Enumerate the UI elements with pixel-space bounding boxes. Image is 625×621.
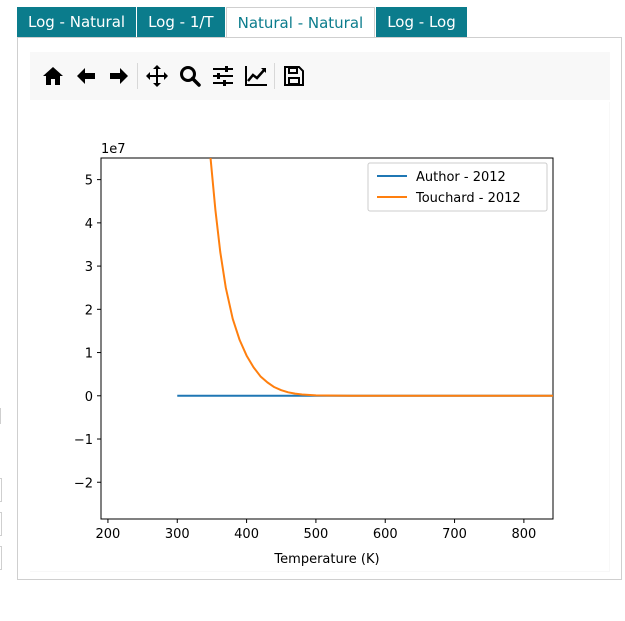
legend-label: Touchard - 2012 bbox=[415, 191, 521, 206]
tab-bar: Log - Natural Log - 1/T Natural - Natura… bbox=[17, 7, 468, 39]
legend-box bbox=[367, 162, 548, 212]
forward-button[interactable] bbox=[102, 58, 135, 94]
y-tick-label: 3 bbox=[85, 260, 93, 275]
back-button[interactable] bbox=[69, 58, 102, 94]
x-tick-label: 700 bbox=[442, 527, 467, 542]
configure-subplots-button[interactable] bbox=[206, 58, 239, 94]
forward-icon bbox=[109, 68, 128, 84]
save-icon bbox=[283, 66, 304, 86]
tab-natural-natural[interactable]: Natural - Natural bbox=[225, 7, 376, 39]
y-tick-label: 2 bbox=[85, 303, 93, 318]
left-edge-control[interactable] bbox=[0, 546, 2, 570]
x-tick-label: 300 bbox=[165, 527, 190, 542]
tab-log-natural[interactable]: Log - Natural bbox=[17, 7, 137, 38]
left-edge-control[interactable] bbox=[0, 478, 2, 502]
x-tick-label: 600 bbox=[373, 527, 398, 542]
x-tick-label: 200 bbox=[96, 527, 121, 542]
tab-log-log[interactable]: Log - Log bbox=[376, 7, 467, 38]
left-edge-control[interactable] bbox=[0, 512, 2, 536]
y-tick-label: 5 bbox=[85, 174, 93, 189]
home-button[interactable] bbox=[36, 58, 69, 94]
zoom-button[interactable] bbox=[173, 58, 206, 94]
plot-area-frame bbox=[100, 157, 554, 520]
zoom-icon bbox=[179, 66, 201, 87]
edit-axis-icon bbox=[244, 66, 267, 86]
legend-label: Author - 2012 bbox=[416, 170, 506, 185]
x-tick-label: 500 bbox=[303, 527, 328, 542]
y-tick-label: 1 bbox=[85, 347, 93, 362]
y-tick-label: 4 bbox=[85, 217, 93, 232]
x-tick-label: 400 bbox=[234, 527, 259, 542]
left-edge-marker bbox=[0, 408, 1, 424]
y-tick-label: −1 bbox=[74, 433, 93, 448]
plot-toolbar bbox=[30, 52, 610, 100]
edit-axis-button[interactable] bbox=[239, 58, 272, 94]
tab-log-inverse-t[interactable]: Log - 1/T bbox=[137, 7, 225, 38]
x-axis-label: Temperature (K) bbox=[273, 552, 379, 567]
y-tick-label: −2 bbox=[74, 476, 93, 491]
back-icon bbox=[76, 68, 95, 84]
toolbar-separator bbox=[137, 63, 138, 89]
pan-button[interactable] bbox=[140, 58, 173, 94]
home-icon bbox=[42, 67, 63, 85]
configure-subplots-icon bbox=[212, 66, 233, 86]
save-button[interactable] bbox=[277, 58, 310, 94]
y-tick-label: 0 bbox=[85, 390, 93, 405]
chart: 200 300 400 500 600 700 800 −2 −1 0 1 2 3 4 5 1e7 Temper… bbox=[29, 101, 609, 571]
x-tick-label: 800 bbox=[511, 527, 536, 542]
pan-icon bbox=[145, 65, 168, 87]
y-offset-label: 1e7 bbox=[101, 142, 126, 157]
toolbar-separator bbox=[274, 63, 275, 89]
series-line-touchard-2012 bbox=[209, 158, 553, 397]
